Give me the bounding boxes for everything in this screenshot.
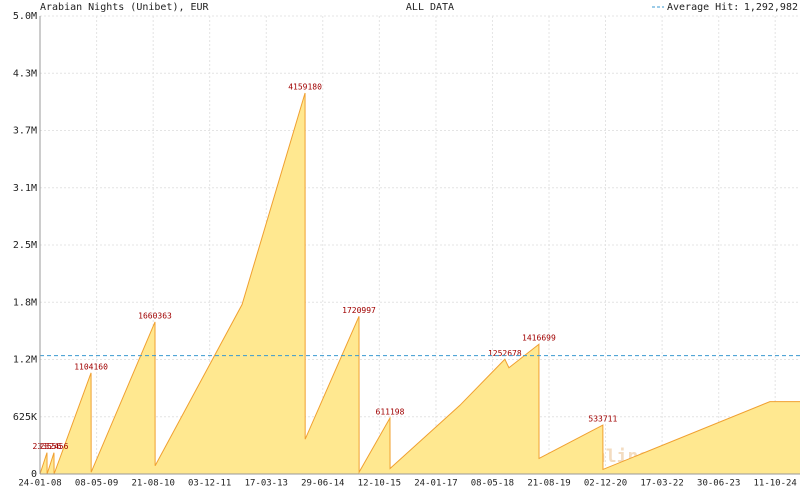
x-tick-label: 17-03-22 xyxy=(640,479,683,489)
legend-label: Average Hit: xyxy=(667,2,739,13)
y-tick-label: 3.7M xyxy=(13,126,37,137)
chart-title: Arabian Nights (Unibet), EUR xyxy=(40,2,210,13)
x-tick-label: 29-06-14 xyxy=(301,479,344,489)
y-tick-label: 2.5M xyxy=(13,240,37,251)
area-fill xyxy=(40,93,800,475)
value-label: 233556 xyxy=(33,442,62,451)
y-tick-label: 0 xyxy=(31,469,37,480)
x-tick-label: 21-08-10 xyxy=(132,479,175,489)
value-label: 1416699 xyxy=(522,334,556,343)
value-label: 1252678 xyxy=(488,349,522,358)
value-label: 533711 xyxy=(588,415,617,424)
x-tick-label: 08-05-09 xyxy=(75,479,118,489)
x-tick-label: 17-03-13 xyxy=(245,479,288,489)
y-tick-label: 1.8M xyxy=(13,297,37,308)
value-label: 1104160 xyxy=(74,362,108,371)
x-tick-label: 12-10-15 xyxy=(358,479,401,489)
y-tick-label: 1.2M xyxy=(13,355,37,366)
x-tick-label: 02-12-20 xyxy=(584,479,627,489)
value-label: 611198 xyxy=(376,408,405,417)
value-label: 4159180 xyxy=(288,83,322,92)
value-label: 232456 xyxy=(40,442,69,451)
x-tick-label: 03-12-11 xyxy=(188,479,231,489)
legend-value: 1,292,982 xyxy=(744,2,798,13)
y-tick-label: 5.0M xyxy=(13,11,37,22)
y-tick-label: 4.3M xyxy=(13,68,37,79)
chart-subtitle: ALL DATA xyxy=(406,2,454,13)
x-tick-label: 21-08-19 xyxy=(527,479,570,489)
y-tick-label: 625K xyxy=(13,412,37,423)
y-tick-label: 3.1M xyxy=(13,183,37,194)
x-tick-label: 30-06-23 xyxy=(697,479,740,489)
x-tick-label: 08-05-18 xyxy=(471,479,514,489)
x-tick-label: 24-01-17 xyxy=(414,479,457,489)
x-tick-label: 11-10-24 xyxy=(754,479,797,489)
value-label: 1660363 xyxy=(138,311,172,320)
x-tick-label: 24-01-08 xyxy=(18,479,61,489)
value-label: 1720997 xyxy=(342,306,376,315)
